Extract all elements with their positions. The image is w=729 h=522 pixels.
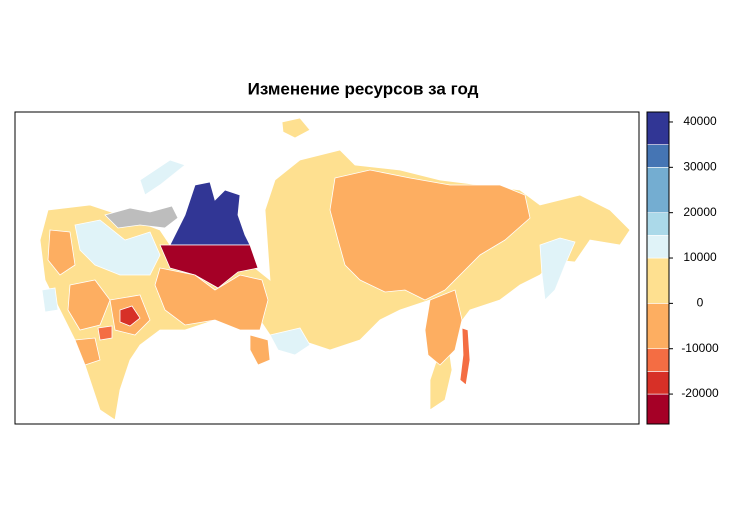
legend-bin: [646, 144, 670, 168]
legend-bin: [646, 167, 670, 213]
legend-bin: [646, 393, 670, 425]
region: [329, 169, 531, 301]
map-frame: [14, 111, 640, 425]
region: [249, 334, 271, 366]
region: [154, 267, 269, 331]
region: [74, 337, 101, 366]
legend-bin: [646, 371, 670, 395]
region: [424, 289, 463, 366]
legend-tick-label: 30000: [683, 159, 717, 173]
region: [539, 237, 576, 301]
map: [39, 117, 631, 421]
legend-tick-label: 40000: [683, 114, 717, 128]
region: [104, 205, 179, 229]
region: [119, 305, 141, 327]
region: [47, 229, 76, 276]
legend-bin: [646, 212, 670, 236]
legend-tick-label: 10000: [683, 250, 717, 264]
region: [67, 279, 111, 331]
legend-frame: [646, 111, 670, 425]
legend-tick-label: 20000: [683, 205, 717, 219]
region: [139, 159, 186, 196]
legend-bin: [646, 235, 670, 259]
legend-bin: [646, 348, 670, 372]
region: [169, 181, 251, 246]
legend-bin: [646, 257, 670, 304]
region: [97, 325, 113, 341]
map-title: Изменение ресурсов за год: [248, 79, 479, 98]
region: [281, 117, 311, 139]
legend-tick-label: -10000: [681, 341, 719, 355]
legend-tick-label: -20000: [681, 386, 719, 400]
region: [459, 327, 471, 386]
region: [41, 287, 59, 313]
legend-bin: [646, 303, 670, 350]
legend-bin: [646, 111, 670, 145]
region: [159, 244, 259, 289]
region: [269, 327, 311, 356]
region: [74, 219, 161, 276]
legend-tick-label: 0: [697, 296, 704, 310]
